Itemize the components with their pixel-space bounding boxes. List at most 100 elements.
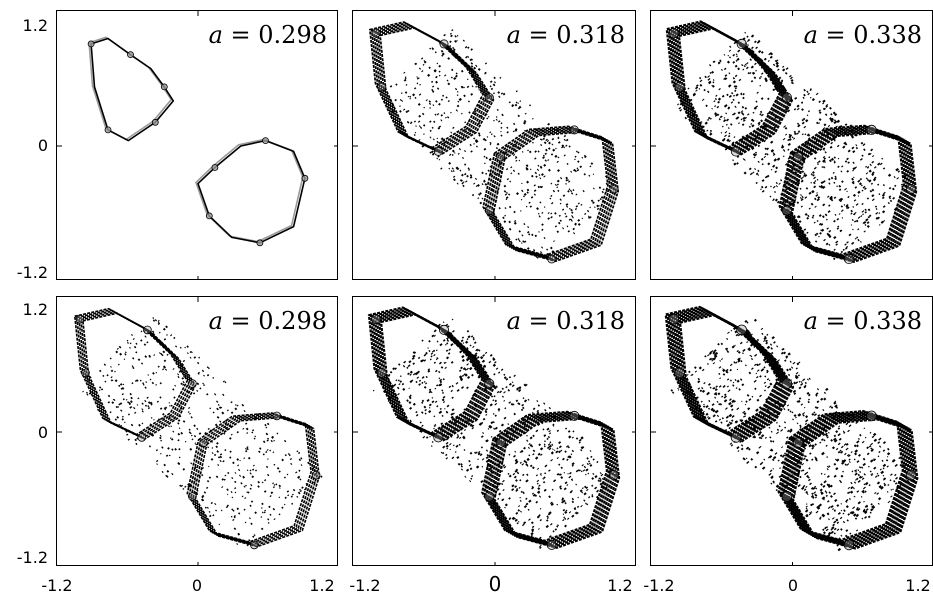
lattice-point [833, 235, 837, 240]
lattice-point [861, 477, 865, 480]
lattice-point [452, 126, 455, 129]
lattice-point [822, 185, 826, 190]
lattice-point [840, 209, 844, 213]
lattice-point [510, 402, 514, 406]
lattice-point [428, 102, 432, 105]
lattice-point [467, 46, 470, 49]
lattice-point [806, 114, 809, 117]
lattice-point [773, 158, 777, 162]
lattice-point [853, 513, 857, 517]
lattice-point [237, 512, 241, 515]
lattice-point [743, 412, 747, 416]
lattice-point [537, 422, 541, 427]
lattice-point [753, 156, 756, 159]
lattice-point [788, 368, 792, 371]
lattice-point [769, 448, 773, 452]
lattice-point [542, 481, 546, 484]
lattice-point [825, 434, 829, 438]
lattice-point [575, 511, 579, 515]
lattice-point [742, 96, 745, 100]
lattice-point [796, 107, 800, 111]
lattice-point [261, 511, 264, 514]
lattice-point [291, 502, 294, 505]
lattice-point [794, 374, 798, 378]
lattice-point [554, 212, 557, 215]
lattice-point [826, 456, 829, 458]
lattice-point [726, 93, 729, 97]
lattice-point [709, 117, 712, 120]
lattice-point [263, 490, 267, 493]
lattice-point [538, 231, 540, 233]
lattice-point [763, 336, 767, 341]
lattice-point [406, 366, 409, 369]
lattice-point [130, 406, 133, 408]
lattice-point [727, 127, 730, 130]
lattice-point [152, 372, 155, 375]
lattice-point [209, 407, 212, 410]
lattice-point [251, 475, 255, 479]
lattice-point [563, 134, 567, 138]
lattice-point [852, 169, 855, 172]
lattice-point [429, 47, 432, 50]
lattice-point [548, 432, 552, 435]
lattice-point [715, 351, 719, 355]
lattice-point [584, 155, 587, 159]
lattice-point [454, 152, 456, 154]
lattice-point [575, 193, 578, 196]
lattice-point [159, 436, 162, 440]
lattice-point [733, 85, 737, 88]
lattice-point [755, 181, 758, 185]
lattice-point [464, 475, 467, 478]
lattice-point [842, 145, 846, 149]
lattice-point [141, 410, 144, 413]
lattice-point [141, 408, 144, 411]
lattice-point [407, 95, 410, 98]
lattice-point [543, 476, 546, 479]
lattice-point [513, 122, 516, 126]
lattice-point [114, 379, 118, 383]
attractor-loop-1 [78, 310, 193, 438]
lattice-point [459, 179, 463, 182]
lattice-point [876, 216, 880, 220]
lattice-point [540, 474, 542, 476]
attractor-loop-1 [367, 306, 484, 435]
lattice-point [724, 77, 728, 81]
attractor-loop-2 [788, 130, 916, 262]
lattice-point [760, 75, 762, 78]
lattice-point [589, 464, 593, 467]
lattice-point [519, 100, 522, 103]
lattice-point [548, 444, 552, 448]
loop-node [370, 314, 381, 325]
lattice-point [495, 116, 498, 118]
lattice-point [703, 382, 706, 385]
lattice-point [503, 220, 507, 223]
lattice-point [570, 192, 574, 195]
lattice-point [412, 351, 416, 354]
lattice-point [594, 475, 598, 479]
lattice-point [471, 373, 474, 377]
lattice-point [432, 138, 435, 141]
lattice-point [561, 144, 565, 148]
lattice-point [558, 441, 562, 445]
lattice-point [424, 408, 427, 412]
lattice-point [728, 427, 731, 430]
lattice-point [448, 167, 451, 170]
lattice-point [866, 446, 870, 450]
lattice-point [832, 171, 835, 174]
lattice-point [591, 493, 594, 496]
lattice-point [514, 450, 517, 453]
lattice-point [572, 430, 575, 433]
lattice-point [402, 364, 406, 368]
lattice-point [751, 395, 754, 398]
lattice-point [211, 447, 214, 449]
lattice-point [750, 65, 754, 69]
loop-node [496, 152, 506, 162]
lattice-point [839, 449, 842, 452]
lattice-point [216, 441, 219, 445]
lattice-point [810, 181, 812, 184]
lattice-point [531, 411, 534, 414]
lattice-point [166, 475, 169, 478]
lattice-point [755, 69, 757, 72]
lattice-point [801, 121, 805, 125]
lattice-point [479, 201, 483, 205]
